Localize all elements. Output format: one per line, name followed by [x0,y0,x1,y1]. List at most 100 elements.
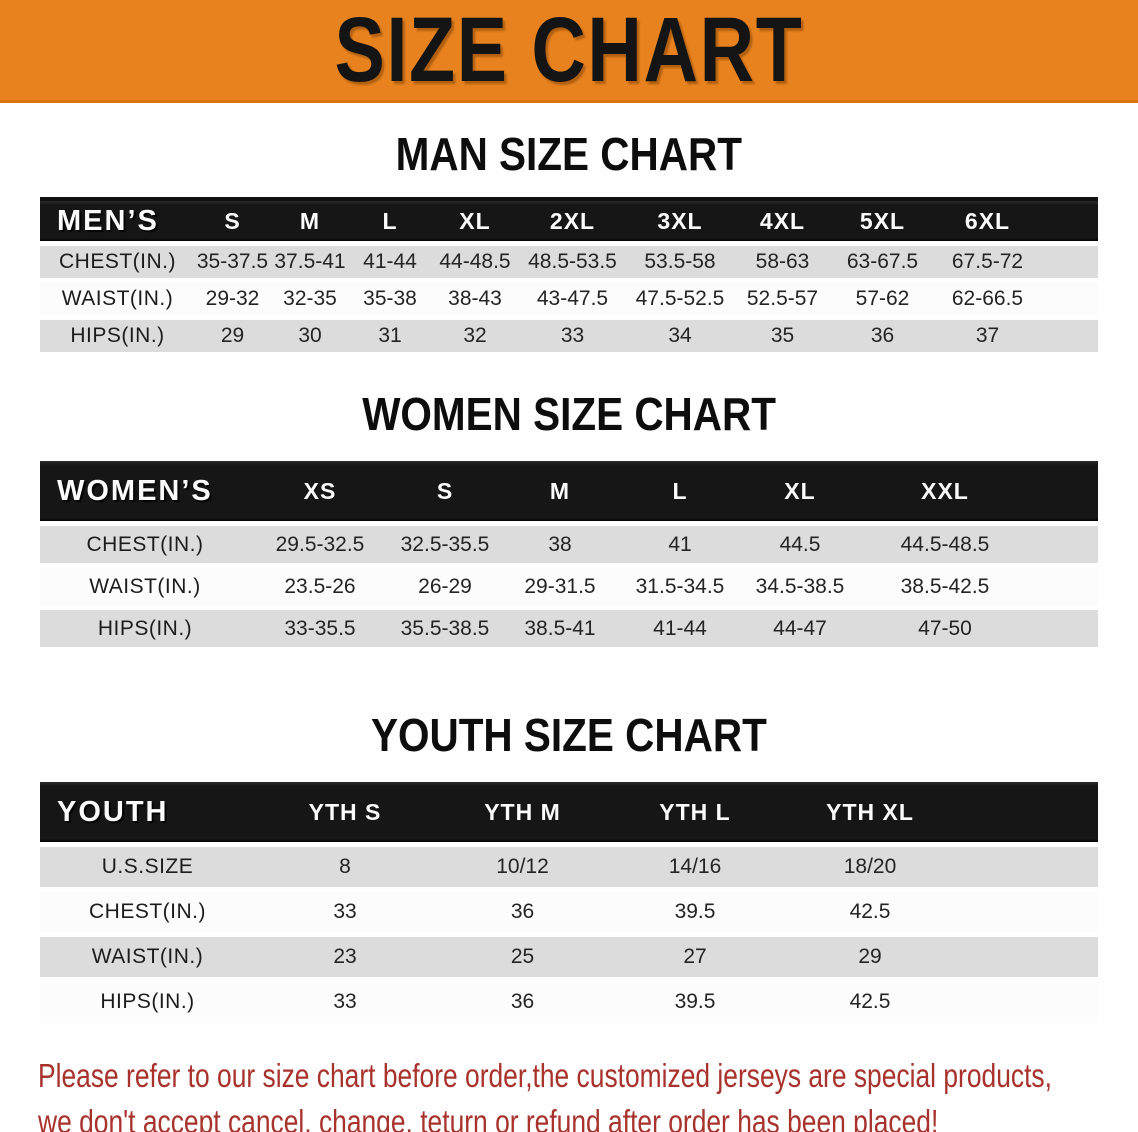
men-size-col-header: M [270,201,350,241]
women-section-title-text: WOMEN SIZE CHART [362,388,776,440]
size-cell: 67.5-72 [935,246,1040,278]
size-cell: 38.5-42.5 [860,568,1030,605]
size-cell: 44-48.5 [430,246,520,278]
size-cell: 43-47.5 [520,283,625,315]
size-cell: 26-29 [390,568,500,605]
row-spacer [1030,610,1098,647]
women-size-col-header: M [500,461,620,521]
size-cell: 38.5-41 [500,610,620,647]
youth-size-col-header: YTH M [435,782,610,842]
women-size-table: WOMEN’S XS S M L XL XXL CHEST(IN.) 29.5-… [40,456,1098,652]
size-cell: 41 [620,526,740,563]
youth-hips-row: HIPS(IN.) 33 36 39.5 42.5 [40,982,1098,1022]
men-waist-row: WAIST(IN.) 29-32 32-35 35-38 38-43 43-47… [40,283,1098,315]
row-label: HIPS(IN.) [40,610,250,647]
size-cell: 58-63 [735,246,830,278]
youth-header-label: YOUTH [40,782,255,842]
size-cell: 33 [520,320,625,352]
size-cell: 23 [255,937,435,977]
size-cell: 30 [270,320,350,352]
women-size-col-header: XXL [860,461,1030,521]
women-waist-row: WAIST(IN.) 23.5-26 26-29 29-31.5 31.5-34… [40,568,1098,605]
men-table-top-rule [40,197,1098,201]
size-cell: 44.5 [740,526,860,563]
size-cell: 10/12 [435,847,610,887]
size-cell: 27 [610,937,780,977]
header-spacer [1030,461,1098,521]
size-cell: 14/16 [610,847,780,887]
size-cell: 39.5 [610,892,780,932]
header-spacer [1040,201,1098,241]
men-header-row: MEN’S S M L XL 2XL 3XL 4XL 5XL 6XL [40,201,1098,241]
men-size-col-header: L [350,201,430,241]
youth-size-col-header: YTH L [610,782,780,842]
row-label: WAIST(IN.) [40,283,195,315]
size-cell: 35-38 [350,283,430,315]
row-spacer [960,892,1098,932]
women-size-col-header: L [620,461,740,521]
size-cell: 33-35.5 [250,610,390,647]
women-size-col-header: S [390,461,500,521]
size-cell: 42.5 [780,982,960,1022]
row-spacer [960,937,1098,977]
row-spacer [960,847,1098,887]
size-cell: 31 [350,320,430,352]
size-cell: 52.5-57 [735,283,830,315]
row-spacer [1030,568,1098,605]
disclaimer-note: Please refer to our size chart before or… [38,1053,1138,1132]
size-cell: 47-50 [860,610,1030,647]
size-cell: 57-62 [830,283,935,315]
size-cell: 47.5-52.5 [625,283,735,315]
disclaimer-line-2: we don't accept cancel, change, teturn o… [38,1103,939,1132]
men-size-table: MEN’S S M L XL 2XL 3XL 4XL 5XL 6XL CHEST… [40,196,1098,357]
size-cell: 37.5-41 [270,246,350,278]
youth-waist-row: WAIST(IN.) 23 25 27 29 [40,937,1098,977]
man-section-title-text: MAN SIZE CHART [395,128,743,180]
size-cell: 41-44 [350,246,430,278]
size-cell: 53.5-58 [625,246,735,278]
size-cell: 29-32 [195,283,270,315]
size-cell: 29 [780,937,960,977]
size-cell: 36 [435,982,610,1022]
size-cell: 32-35 [270,283,350,315]
size-cell: 33 [255,892,435,932]
women-header-row: WOMEN’S XS S M L XL XXL [40,461,1098,521]
size-cell: 38 [500,526,620,563]
men-hips-row: HIPS(IN.) 29 30 31 32 33 34 35 36 37 [40,320,1098,352]
row-label: CHEST(IN.) [40,892,255,932]
size-cell: 8 [255,847,435,887]
banner-title: SIZE CHART [334,0,804,101]
youth-section-title-text: YOUTH SIZE CHART [371,709,767,761]
row-label: HIPS(IN.) [40,320,195,352]
size-cell: 44-47 [740,610,860,647]
men-size-col-header: 3XL [625,201,735,241]
size-cell: 38-43 [430,283,520,315]
row-label: WAIST(IN.) [40,568,250,605]
men-size-col-header: XL [430,201,520,241]
row-spacer [1030,526,1098,563]
size-cell: 29.5-32.5 [250,526,390,563]
size-cell: 34 [625,320,735,352]
row-label: CHEST(IN.) [40,246,195,278]
youth-header-row: YOUTH YTH S YTH M YTH L YTH XL [40,782,1098,842]
size-cell: 39.5 [610,982,780,1022]
men-size-col-header: 5XL [830,201,935,241]
row-spacer [1040,246,1098,278]
size-cell: 48.5-53.5 [520,246,625,278]
size-cell: 32 [430,320,520,352]
youth-ussize-row: U.S.SIZE 8 10/12 14/16 18/20 [40,847,1098,887]
row-spacer [960,982,1098,1022]
women-hips-row: HIPS(IN.) 33-35.5 35.5-38.5 38.5-41 41-4… [40,610,1098,647]
size-chart-banner: SIZE CHART [0,0,1138,103]
men-size-col-header: S [195,201,270,241]
row-label: WAIST(IN.) [40,937,255,977]
youth-chest-row: CHEST(IN.) 33 36 39.5 42.5 [40,892,1098,932]
youth-size-table: YOUTH YTH S YTH M YTH L YTH XL U.S.SIZE … [40,777,1098,1027]
size-cell: 35 [735,320,830,352]
size-cell: 32.5-35.5 [390,526,500,563]
men-size-col-header: 2XL [520,201,625,241]
men-header-label: MEN’S [40,201,195,241]
row-spacer [1040,320,1098,352]
women-size-col-header: XL [740,461,860,521]
men-size-col-header: 4XL [735,201,830,241]
